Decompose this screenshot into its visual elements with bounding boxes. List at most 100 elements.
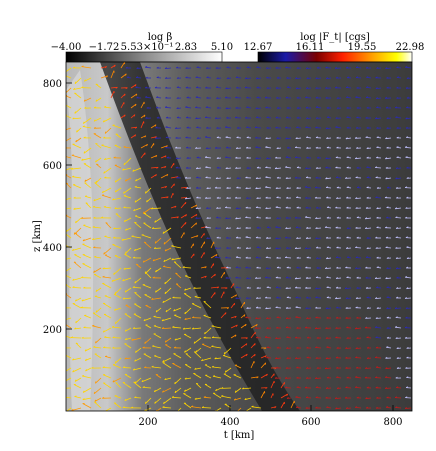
flux-arrow-head	[165, 310, 168, 313]
flux-arrow-head	[95, 99, 98, 102]
flux-arrow-head	[266, 346, 269, 348]
flux-arrow-head	[175, 166, 178, 169]
flux-arrow-head	[305, 206, 308, 209]
flux-arrow	[132, 287, 142, 289]
flux-arrow	[295, 306, 302, 309]
flux-arrow-head	[405, 366, 408, 369]
flux-arrow	[190, 243, 194, 249]
flux-arrow-head	[346, 106, 349, 109]
flux-arrow-head	[153, 315, 156, 317]
flux-arrow-head	[366, 126, 369, 129]
flux-arrow-head	[294, 216, 297, 219]
flux-arrow-head	[386, 86, 389, 89]
flux-arrow-head	[211, 345, 214, 347]
flux-arrow	[375, 167, 382, 169]
flux-arrow-head	[256, 266, 259, 269]
flux-arrow-head	[134, 185, 137, 188]
flux-arrow-head	[356, 216, 359, 218]
flux-arrow-head	[295, 77, 298, 79]
flux-arrow	[205, 107, 212, 109]
flux-arrow-head	[275, 237, 278, 240]
flux-arrow	[135, 177, 142, 182]
flux-arrow	[115, 213, 122, 219]
flux-arrow	[345, 137, 352, 140]
flux-arrow	[150, 136, 157, 139]
flux-arrow-head	[386, 336, 389, 339]
flux-arrow	[225, 367, 232, 373]
flux-arrow-head	[225, 287, 228, 290]
flux-arrow-head	[164, 291, 166, 294]
y-tick-label: 600	[43, 161, 62, 172]
flux-arrow-head	[376, 216, 379, 219]
flux-arrow-head	[146, 144, 148, 147]
flux-arrow	[245, 407, 252, 411]
flux-arrow	[184, 347, 192, 353]
flux-arrow-head	[346, 276, 349, 278]
flux-arrow-head	[406, 257, 409, 259]
flux-arrow-head	[355, 386, 358, 388]
flux-arrow-head	[385, 106, 389, 109]
flux-arrow-head	[306, 77, 309, 79]
flux-arrow-head	[384, 96, 388, 99]
flux-arrow-head	[124, 228, 127, 231]
flux-arrow-head	[326, 376, 329, 379]
flux-arrow-head	[246, 66, 249, 68]
flux-arrow-head	[112, 198, 115, 201]
flux-arrow-head	[335, 126, 338, 128]
flux-arrow-head	[155, 290, 157, 293]
flux-arrow	[255, 107, 262, 109]
flux-arrow	[115, 317, 122, 324]
flux-arrow-head	[256, 376, 259, 379]
y-tick-label: 200	[43, 325, 62, 336]
flux-arrow	[395, 326, 402, 329]
flux-arrow-head	[364, 227, 368, 229]
flux-arrow-head	[92, 205, 96, 208]
flux-arrow-head	[354, 327, 358, 330]
flux-arrow	[355, 96, 362, 99]
flux-arrow-head	[255, 336, 259, 339]
flux-arrow-head	[396, 347, 399, 349]
flux-arrow-head	[206, 126, 209, 129]
flux-arrow	[66, 317, 72, 320]
flux-arrow	[165, 106, 172, 109]
flux-arrow-head	[396, 146, 399, 148]
flux-arrow	[184, 377, 192, 380]
flux-arrow-head	[235, 276, 238, 279]
flux-arrow-head	[355, 347, 358, 349]
flux-arrow-head	[132, 368, 135, 371]
flux-arrow	[260, 362, 266, 369]
flux-arrow-head	[296, 186, 299, 189]
flux-arrow-head	[355, 226, 358, 229]
flux-arrow	[134, 221, 142, 229]
x-tick-label: 600	[301, 417, 320, 428]
flux-arrow	[103, 247, 112, 255]
flux-arrow	[295, 157, 302, 159]
flux-arrow-head	[285, 386, 288, 389]
flux-arrow-head	[63, 155, 65, 156]
flux-arrow-head	[326, 246, 329, 248]
flux-arrow-head	[155, 126, 158, 129]
flux-arrow-head	[265, 296, 268, 299]
flux-arrow-head	[315, 227, 318, 229]
flux-arrow-head	[336, 366, 339, 369]
flux-arrow	[184, 364, 192, 369]
flux-arrow-head	[113, 156, 116, 159]
flux-arrow-head	[176, 86, 179, 88]
flux-arrow-head	[386, 256, 389, 259]
flux-arrow-head	[346, 376, 349, 379]
flux-arrow	[255, 177, 262, 179]
flux-arrow-head	[405, 236, 408, 238]
flux-arrow-head	[375, 246, 378, 249]
flux-arrow-head	[264, 96, 268, 99]
flux-arrow-head	[145, 96, 148, 98]
flux-arrow-head	[306, 146, 309, 149]
flux-arrow-head	[386, 316, 389, 319]
flux-arrow-head	[345, 386, 348, 388]
flux-arrow	[265, 336, 272, 339]
flux-arrow-head	[315, 126, 318, 129]
flux-arrow-head	[123, 219, 126, 222]
flux-arrow-head	[285, 166, 288, 168]
flux-arrow	[405, 156, 412, 159]
flux-arrow	[395, 117, 402, 119]
